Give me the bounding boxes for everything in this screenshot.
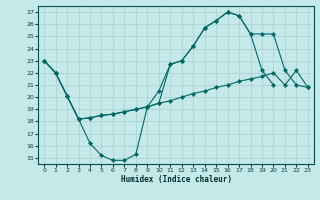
- X-axis label: Humidex (Indice chaleur): Humidex (Indice chaleur): [121, 175, 231, 184]
